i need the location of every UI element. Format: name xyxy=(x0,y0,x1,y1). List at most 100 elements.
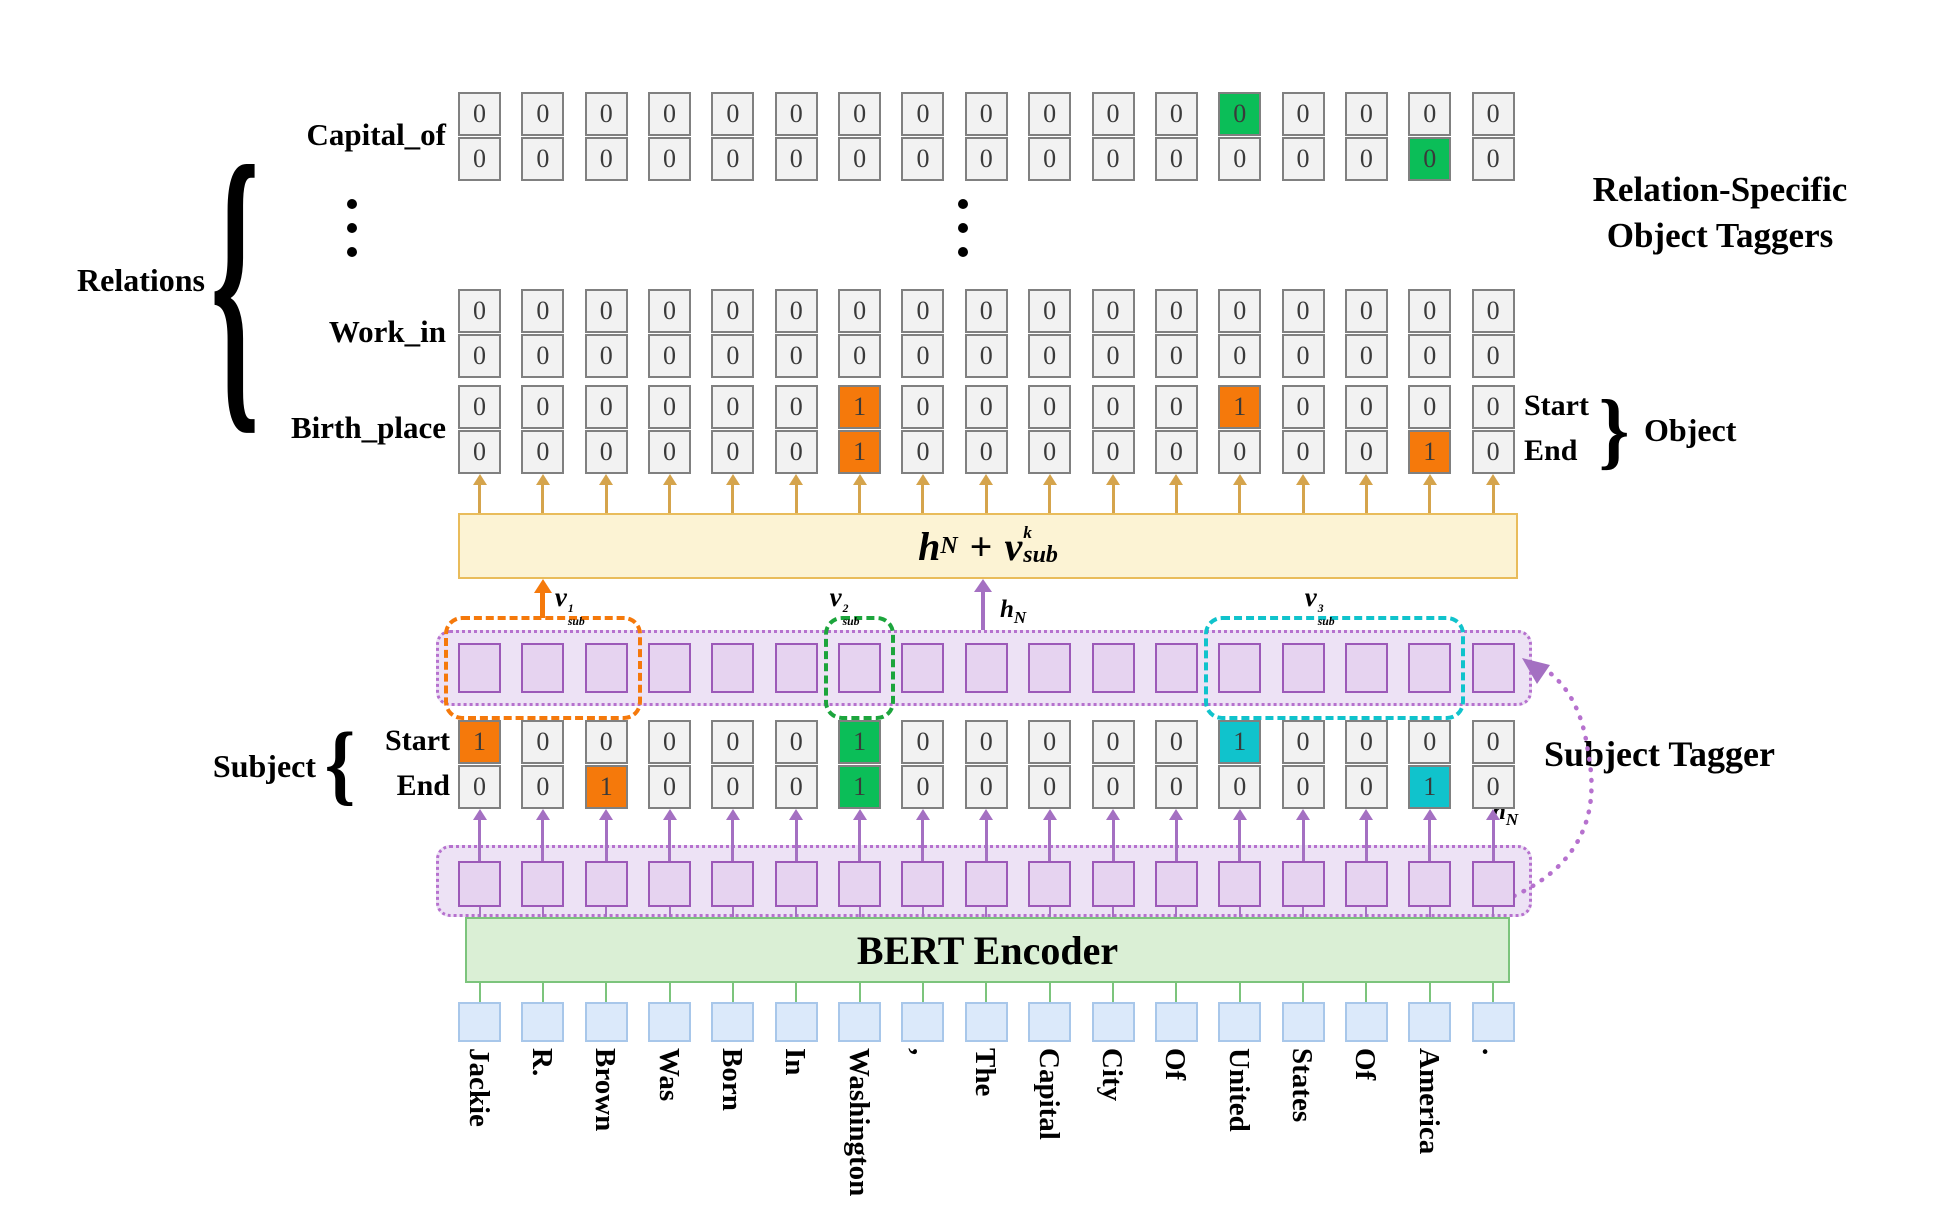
object-taggers-title-line1: Relation-Specific xyxy=(1592,170,1848,209)
object-input-arrow-stem xyxy=(731,485,735,513)
relation-start-cell: 0 xyxy=(711,289,755,333)
object-input-arrow-head xyxy=(1106,474,1120,485)
subject-end-cell: 0 xyxy=(1218,765,1262,809)
relation-start-cell: 0 xyxy=(1471,289,1515,333)
subject-start-cell: 0 xyxy=(521,720,565,764)
object-input-arrow-head xyxy=(852,474,867,485)
object-input-arrow-head xyxy=(1359,474,1374,485)
token-box xyxy=(1408,1002,1452,1042)
subject-vector-square xyxy=(521,643,565,693)
token-box xyxy=(774,1002,818,1042)
subject-vector-square xyxy=(1281,643,1325,693)
relation-end-cell: 0 xyxy=(711,430,755,474)
relation-end-cell: 0 xyxy=(521,137,565,181)
subject-vector-square xyxy=(648,643,692,693)
relation-start-cell: 0 xyxy=(521,385,565,429)
subject-input-arrow-stem xyxy=(921,820,925,861)
subject-end-cell: 0 xyxy=(901,765,945,809)
relation-start-cell: 0 xyxy=(901,289,945,333)
bert-to-square-line xyxy=(858,907,861,917)
bert-encoder-label: BERT Encoder xyxy=(856,927,1119,973)
hn-arrow-stem xyxy=(981,592,985,630)
bert-to-square-line xyxy=(1492,907,1495,917)
relation-end-cell: 0 xyxy=(648,430,692,474)
token-box xyxy=(838,1002,882,1042)
subject-start-cell: 0 xyxy=(711,720,755,764)
object-input-arrow-head xyxy=(535,474,550,485)
subject-input-arrow-head xyxy=(1359,809,1374,820)
subject-start-cell: 0 xyxy=(1408,720,1452,764)
subject-vector-square xyxy=(1218,643,1262,693)
subject-start-cell: 0 xyxy=(901,720,945,764)
object-input-arrow-stem xyxy=(1364,485,1368,513)
bert-to-token-line xyxy=(605,982,608,1002)
subject-input-arrow-stem xyxy=(541,820,545,861)
token-label: Was xyxy=(652,1048,685,1102)
relation-end-cell: 0 xyxy=(901,334,945,378)
bert-to-token-line xyxy=(1428,982,1431,1002)
relation-end-cell: 0 xyxy=(1408,137,1452,181)
token-box xyxy=(648,1002,692,1042)
relation-end-cell: 0 xyxy=(1218,430,1262,474)
subject-input-arrow-stem xyxy=(1364,820,1368,861)
relation-end-cell: 0 xyxy=(458,430,501,474)
object-brace: } xyxy=(1598,381,1630,478)
bert-to-token-line xyxy=(985,982,988,1002)
relation-end-cell: 0 xyxy=(901,137,945,181)
token-label: The xyxy=(969,1048,1002,1097)
relation-start-cell: 0 xyxy=(1471,385,1515,429)
relations-brace: { xyxy=(210,101,260,461)
relation-start-cell: 0 xyxy=(1218,92,1262,136)
subject-start-cell: 0 xyxy=(1028,720,1072,764)
subject-input-arrow-stem xyxy=(858,820,862,861)
subject-vector-square xyxy=(711,643,755,693)
relation-start-cell: 0 xyxy=(901,385,945,429)
relation-start-cell: 0 xyxy=(648,92,692,136)
vsub-label: v 3 sub xyxy=(1304,582,1335,628)
relation-start-cell: 0 xyxy=(774,289,818,333)
formula-h: h xyxy=(918,523,941,569)
subject-start-cell: 0 xyxy=(648,720,692,764)
subject-input-arrow-stem xyxy=(1238,820,1242,861)
object-input-arrow-stem xyxy=(1174,485,1178,513)
bert-to-token-line xyxy=(1492,982,1495,1002)
relation-row-label: Work_in xyxy=(328,314,446,349)
relation-end-cell: 0 xyxy=(1218,334,1262,378)
vsub-selection-box xyxy=(444,616,642,720)
subject-vector-square xyxy=(1408,643,1452,693)
subject-vector-square xyxy=(838,643,882,693)
relation-start-cell: 0 xyxy=(1028,289,1072,333)
relation-start-cell: 1 xyxy=(838,385,882,429)
object-input-arrow-stem xyxy=(1238,485,1242,513)
object-input-arrow-stem xyxy=(1111,485,1115,513)
subject-start-cell: 0 xyxy=(1091,720,1135,764)
relation-start-cell: 0 xyxy=(584,289,628,333)
relation-start-cell: 0 xyxy=(584,92,628,136)
subject-input-arrow-stem xyxy=(1428,820,1432,861)
relation-end-cell: 0 xyxy=(1091,334,1135,378)
hn-feedback-arrow xyxy=(1511,658,1594,899)
relation-start-cell: 0 xyxy=(1408,92,1452,136)
bert-output-square xyxy=(1091,861,1135,907)
vsub-label: v 1 sub xyxy=(554,582,585,628)
bert-to-token-line xyxy=(1302,982,1305,1002)
token-box xyxy=(1471,1002,1515,1042)
subject-end-cell: 0 xyxy=(711,765,755,809)
subject-input-arrow-stem xyxy=(1174,820,1178,861)
subject-start-cell: 1 xyxy=(1218,720,1262,764)
bert-to-square-line xyxy=(478,907,481,917)
bert-output-square xyxy=(1281,861,1325,907)
subject-end-cell: 1 xyxy=(584,765,628,809)
object-input-arrow-head xyxy=(979,474,994,485)
relation-end-cell: 1 xyxy=(838,430,882,474)
bert-to-square-line xyxy=(1175,907,1178,917)
relation-end-cell: 0 xyxy=(838,334,882,378)
relation-end-cell: 0 xyxy=(1471,430,1515,474)
relation-start-cell: 0 xyxy=(1281,385,1325,429)
relation-start-cell: 0 xyxy=(1471,92,1515,136)
object-input-arrow-head xyxy=(1232,474,1247,485)
subject-input-arrow-stem xyxy=(1048,820,1052,861)
token-box xyxy=(1281,1002,1325,1042)
relation-end-cell: 0 xyxy=(964,430,1008,474)
